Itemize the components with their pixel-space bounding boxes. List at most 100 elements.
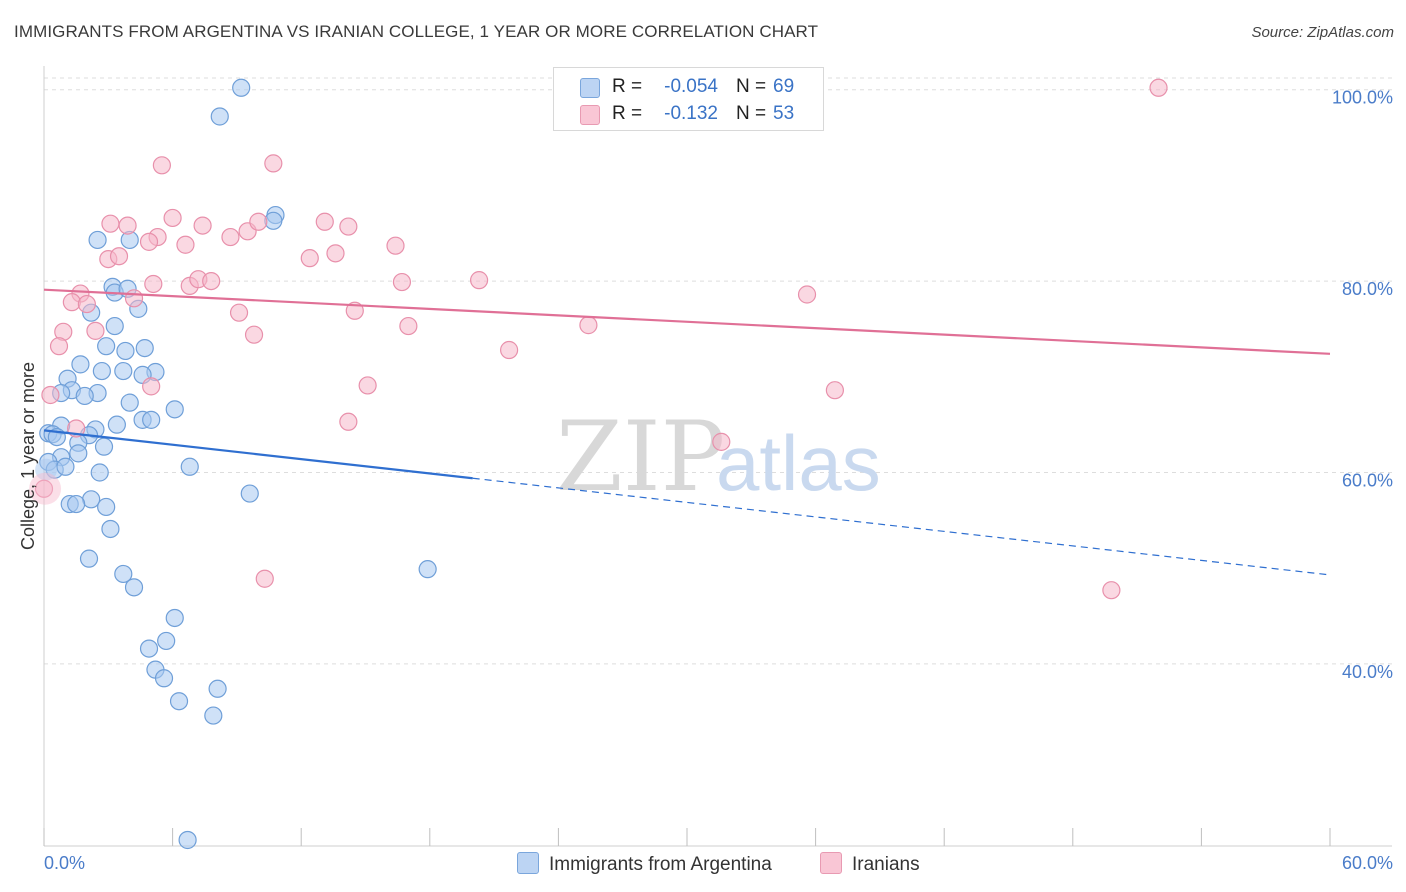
iranians-point (202, 272, 221, 291)
argentina-point (71, 355, 90, 374)
y-tick-label: 60.0% (1342, 471, 1393, 491)
legend-r-label: R = (612, 76, 643, 97)
argentina-point (210, 107, 229, 126)
argentina-point (208, 679, 227, 698)
iranians-point (163, 208, 182, 228)
argentina-point (90, 463, 109, 482)
argentina-point (97, 497, 116, 517)
argentina-point (240, 484, 259, 503)
source-credit: Source: ZipAtlas.com (1251, 24, 1394, 41)
gridlines (44, 77, 1392, 665)
iranians-point (326, 244, 345, 263)
iranians-point (62, 293, 81, 312)
x-tick-label-max: 60.0% (1342, 853, 1393, 873)
argentina-point (105, 316, 124, 336)
argentina-point (82, 490, 101, 509)
iranians-point (176, 235, 195, 254)
iranians-point (469, 271, 489, 290)
trend-lines (43, 288, 1331, 576)
iranians-point (392, 272, 412, 292)
bottom-legend-swatch-argentina (517, 852, 539, 874)
iranians-point (101, 214, 120, 233)
argentina-point (114, 361, 133, 381)
argentina-point (101, 519, 120, 539)
iranians-point (118, 216, 137, 235)
argentina-point (418, 560, 437, 579)
correlation-legend: R = -0.054 N = 69 R = -0.132 N = 53 (553, 67, 824, 131)
iranians-point (77, 294, 96, 314)
iranians-point (86, 321, 105, 340)
iranians-point (825, 381, 844, 400)
iranians-point (41, 385, 60, 405)
y-tick-label: 100.0% (1332, 88, 1393, 108)
argentina-point (169, 692, 189, 711)
iranians-point (300, 249, 319, 268)
iranians-point (1102, 581, 1121, 600)
iranians-cluster-point (29, 472, 62, 505)
iranians-point (139, 232, 159, 251)
argentina-point (157, 631, 176, 651)
argentina-point (165, 400, 184, 419)
iranians-point (399, 316, 418, 336)
argentina-point (97, 337, 116, 356)
iranians-point (249, 212, 268, 231)
argentina-point (204, 706, 223, 725)
legend-n-value: 53 (773, 103, 795, 124)
y-tick-label: 40.0% (1342, 662, 1393, 682)
argentina-point (120, 393, 139, 412)
iranians-trend-line (43, 288, 1331, 355)
iranians-point (229, 303, 249, 322)
argentina-point (88, 230, 107, 250)
legend-n-label: N = (736, 76, 767, 97)
argentina-point (114, 564, 133, 584)
iranians-point (193, 216, 212, 235)
argentina-point (135, 338, 154, 358)
iranians-point (221, 227, 240, 247)
iranians-point (315, 212, 334, 231)
bottom-legend-swatch-iranians (820, 852, 842, 874)
argentina-cluster-point (35, 458, 58, 481)
legend-row-iranians: R = -0.132 N = 53 (554, 101, 823, 127)
bottom-legend-label-iranians: Iranians (852, 854, 920, 875)
argentina-point (67, 494, 86, 514)
iranians-point (797, 285, 817, 304)
series-iranians-points (29, 78, 1168, 600)
argentina-point (154, 669, 174, 688)
watermark: ZIP atlas (556, 401, 881, 513)
y-tick-label: 80.0% (1342, 279, 1393, 299)
iranians-point (124, 289, 144, 308)
bottom-legend-argentina: Immigrants from Argentina (517, 852, 772, 876)
iranians-point (152, 156, 171, 175)
iranians-point (109, 247, 129, 266)
y-tick-labels: 40.0% 60.0% 80.0% 100.0% (1332, 88, 1393, 682)
iranians-point (244, 325, 264, 344)
x-tick-labels: 0.0% 60.0% (44, 853, 1393, 873)
argentina-point (180, 457, 199, 476)
argentina-point (142, 410, 161, 429)
legend-n-value: 69 (773, 76, 795, 97)
iranians-point (358, 376, 377, 395)
iranians-point (255, 569, 274, 588)
legend-r-value: -0.132 (664, 103, 718, 124)
argentina-point (232, 78, 251, 97)
argentina-point (124, 578, 144, 597)
watermark-atlas: atlas (716, 419, 881, 507)
watermark-zip: ZIP (556, 401, 725, 513)
iranians-point (49, 337, 69, 356)
argentina-point (56, 457, 75, 476)
legend-row-argentina: R = -0.054 N = 69 (554, 74, 823, 100)
iranians-point (1149, 78, 1168, 97)
argentina-point (92, 361, 111, 381)
argentina-point (165, 608, 184, 628)
bottom-legend-label-argentina: Immigrants from Argentina (549, 854, 772, 875)
argentina-trend-line (43, 429, 473, 480)
iranians-point (339, 412, 358, 431)
legend-swatch-argentina (580, 78, 600, 98)
iranians-point (500, 340, 519, 360)
iranians-point (712, 432, 731, 451)
chart-title: IMMIGRANTS FROM ARGENTINA VS IRANIAN COL… (14, 22, 819, 41)
x-tick-label-min: 0.0% (44, 853, 85, 873)
iranians-point (339, 217, 358, 236)
argentina-point (94, 437, 114, 456)
